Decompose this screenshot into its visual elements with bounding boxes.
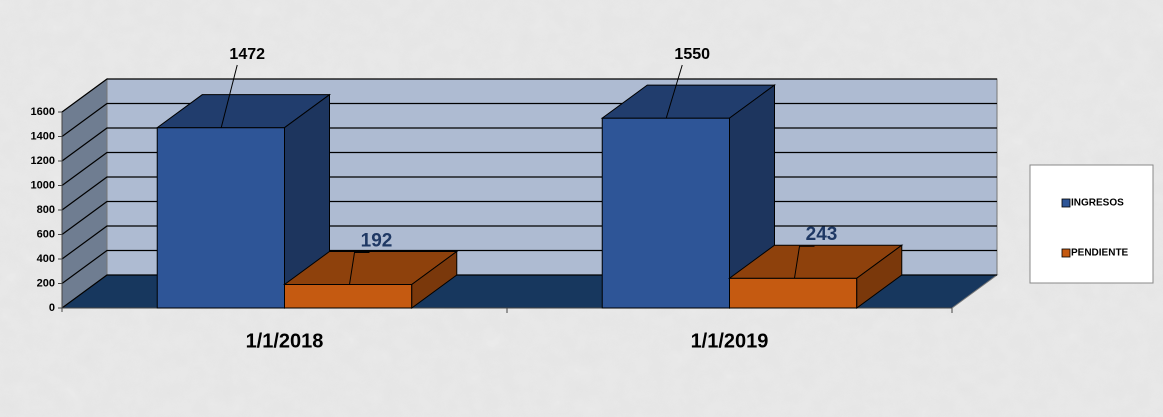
y-tick-label: 1400 — [31, 130, 55, 142]
y-tick-label: 400 — [37, 253, 55, 265]
leader-line — [665, 64, 683, 119]
legend-swatch — [1061, 198, 1071, 208]
x-tick-label: 1/1/2019 — [691, 330, 769, 352]
grid-line — [61, 78, 997, 113]
y-tick-label: 0 — [49, 302, 55, 314]
data-label: 243 — [806, 224, 838, 245]
y-tick-label: 200 — [37, 277, 55, 289]
leader-line — [220, 64, 238, 128]
legend-swatch — [1061, 248, 1071, 258]
x-tick-label: 1/1/2018 — [246, 330, 324, 352]
y-tick-label: 1200 — [31, 155, 55, 167]
leader-line — [349, 251, 370, 285]
bar-front — [601, 117, 730, 309]
legend-box — [1029, 164, 1154, 284]
bar-front — [156, 127, 285, 309]
y-tick-label: 1000 — [31, 179, 55, 191]
bar-side — [411, 250, 458, 309]
data-label: 1550 — [674, 46, 710, 63]
bar-front — [284, 283, 413, 309]
bar-front — [729, 277, 858, 309]
legend-label: PENDIENTE — [1071, 248, 1129, 259]
leader-line — [794, 245, 815, 279]
data-label: 192 — [361, 230, 393, 251]
y-tick-label: 600 — [37, 228, 55, 240]
legend-label: INGRESOS — [1071, 198, 1124, 209]
bar-side — [856, 244, 903, 309]
y-tick-label: 1600 — [31, 106, 55, 118]
data-label: 1472 — [229, 46, 265, 63]
y-tick-label: 800 — [37, 204, 55, 216]
